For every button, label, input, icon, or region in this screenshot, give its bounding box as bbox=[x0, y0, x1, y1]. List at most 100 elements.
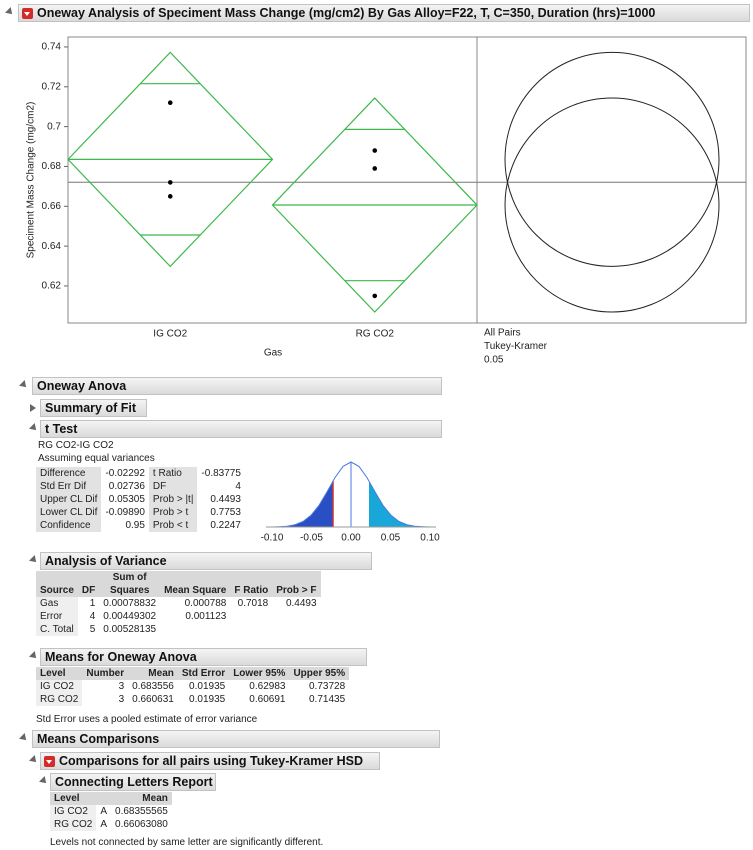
table-cell: 0.60691 bbox=[249, 694, 286, 705]
comparison-text: RG CO2-IG CO2 bbox=[38, 440, 114, 451]
section-header[interactable]: Means Comparisons bbox=[32, 730, 440, 748]
note-text: Levels not connected by same letter are … bbox=[50, 837, 324, 848]
note-text: Assuming equal variances bbox=[38, 453, 155, 464]
table-cell: Difference bbox=[36, 467, 102, 480]
header-cell: DF bbox=[77, 571, 100, 597]
table-row: C. Total 5 0.00528135 bbox=[36, 623, 321, 636]
connecting-letters-table: Level Mean IG CO2 A 0.68355565 RG CO2 A 0.66063… bbox=[50, 792, 172, 831]
table-cell: 0.66063080 bbox=[115, 819, 168, 830]
header-cell: Lower 95% bbox=[229, 667, 290, 680]
comparison-circle bbox=[504, 97, 720, 313]
t-test-table: Difference -0.02292 t Ratio -0.83775 Std Err… bbox=[36, 467, 245, 532]
comparison-circle bbox=[504, 51, 720, 267]
header-cell: Level bbox=[36, 667, 83, 680]
header-cell: Sum of Squares bbox=[99, 571, 161, 597]
table-cell bbox=[160, 623, 230, 636]
data-point bbox=[372, 166, 378, 171]
y-tick-label: 0.66 bbox=[42, 201, 62, 212]
section-header[interactable]: Analysis of Variance bbox=[40, 552, 372, 570]
table-cell: C. Total bbox=[36, 623, 78, 636]
y-tick-label: 0.7 bbox=[47, 121, 61, 132]
table-cell: 0.01935 bbox=[189, 681, 226, 692]
t-axis-label: 0.00 bbox=[341, 533, 361, 544]
y-tick-label: 0.72 bbox=[42, 81, 62, 92]
table-cell: Upper CL Dif bbox=[36, 493, 102, 506]
left-tail bbox=[272, 481, 333, 527]
y-axis-label: Speciment Mass Change (mg/cm2) bbox=[26, 102, 37, 259]
t-axis-label: 0.10 bbox=[420, 533, 440, 544]
comparison-label: Tukey-Kramer bbox=[484, 341, 548, 352]
red-menu[interactable] bbox=[44, 756, 55, 767]
table-row: Confidence 0.95 Prob < t 0.2247 bbox=[36, 519, 245, 532]
header-cell: Prob > F bbox=[272, 571, 321, 597]
table-row: RG CO2 3 0.660631 0.01935 0.60691 0.71435 bbox=[36, 693, 349, 706]
y-tick-label: 0.74 bbox=[42, 42, 62, 53]
header-cell: F Ratio bbox=[230, 571, 273, 597]
table-cell: t Ratio bbox=[148, 467, 198, 480]
table-cell: Prob > |t| bbox=[148, 493, 198, 506]
table-cell: 3 bbox=[118, 694, 125, 705]
table-row: Gas 1 0.00078832 0.000788 0.7018 0.4493 bbox=[36, 597, 321, 610]
table-cell: 0.71435 bbox=[308, 694, 346, 705]
x-tick-label: IG CO2 bbox=[153, 329, 187, 340]
header-cell: Mean bbox=[128, 667, 178, 680]
table-cell: 5 bbox=[89, 624, 96, 635]
x-tick-label: RG CO2 bbox=[356, 329, 395, 340]
y-tick-label: 0.68 bbox=[42, 161, 62, 172]
t-axis-label: -0.05 bbox=[300, 533, 323, 544]
table-cell: Prob > t bbox=[148, 506, 198, 519]
y-tick-label: 0.64 bbox=[42, 241, 62, 252]
table-cell: 1 bbox=[89, 598, 96, 609]
header-cell: Mean Square bbox=[160, 571, 231, 597]
table-cell: RG CO2 bbox=[50, 818, 97, 831]
table-cell: 0.7753 bbox=[210, 507, 241, 518]
red-menu[interactable] bbox=[22, 8, 33, 19]
table-row: IG CO2 A 0.68355565 bbox=[50, 805, 172, 818]
density-curve bbox=[271, 461, 431, 528]
header-text: Comparisons for all pairs using Tukey-Kr… bbox=[59, 754, 364, 768]
table-cell bbox=[230, 623, 272, 636]
table-cell: 0.62983 bbox=[249, 681, 286, 692]
table-cell: 0.95 bbox=[125, 520, 145, 531]
table-cell: 0.01935 bbox=[189, 694, 226, 705]
table-cell: 0.2247 bbox=[210, 520, 241, 531]
table-cell: 0.02736 bbox=[108, 481, 145, 492]
section-header[interactable]: Comparisons for all pairs using Tukey-Kr… bbox=[40, 752, 380, 770]
section-header[interactable]: Means for Oneway Anova bbox=[40, 648, 367, 666]
section-header[interactable]: t Test bbox=[40, 420, 442, 438]
table-cell: 0.001123 bbox=[185, 611, 227, 622]
header-row: Level Mean bbox=[50, 792, 172, 805]
header-cell: Source bbox=[36, 571, 78, 597]
header-cell bbox=[96, 792, 112, 805]
table-cell: 0.7018 bbox=[237, 598, 269, 609]
table-cell: -0.09890 bbox=[105, 507, 145, 518]
comparison-label: All Pairs bbox=[484, 328, 521, 339]
table-cell: 0.660631 bbox=[132, 694, 174, 705]
disclosure[interactable] bbox=[30, 404, 36, 412]
table-cell: 0.4493 bbox=[210, 494, 241, 505]
table-cell: RG CO2 bbox=[36, 693, 83, 706]
t-axis-label: -0.10 bbox=[261, 533, 284, 544]
table-cell: Std Err Dif bbox=[36, 480, 102, 493]
table-cell: DF bbox=[148, 480, 198, 493]
header-row: Level Number Mean Std Error Lower 95% Upper 9… bbox=[36, 667, 350, 680]
table-row: Std Err Dif 0.02736 DF 4 bbox=[36, 480, 245, 493]
table-cell: A bbox=[100, 819, 108, 830]
report-title[interactable]: Oneway Analysis of Speciment Mass Change… bbox=[18, 4, 750, 22]
section-header[interactable]: Connecting Letters Report bbox=[50, 773, 216, 791]
section-header[interactable]: Oneway Anova bbox=[32, 377, 442, 395]
section-header[interactable]: Summary of Fit bbox=[40, 399, 147, 417]
table-cell: Confidence bbox=[36, 519, 102, 532]
table-cell: Error bbox=[36, 610, 78, 623]
t-distribution bbox=[266, 461, 436, 528]
table-cell: 0.73728 bbox=[308, 681, 346, 692]
header-cell: Level bbox=[50, 792, 97, 805]
data-point bbox=[167, 180, 173, 185]
table-cell: A bbox=[100, 806, 108, 817]
y-tick-label: 0.62 bbox=[42, 281, 62, 292]
title-text: Oneway Analysis of Speciment Mass Change… bbox=[37, 6, 656, 20]
x-axis-label: Gas bbox=[264, 348, 282, 359]
